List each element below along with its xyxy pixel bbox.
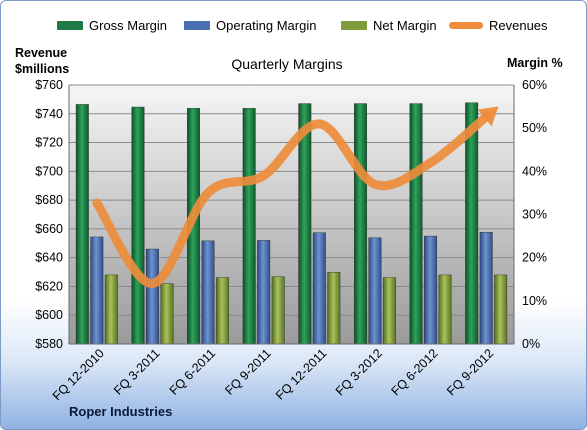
net-margin-bar (438, 274, 452, 345)
y-left-tick-label: $740 (35, 107, 63, 121)
operating-margin-bar (479, 231, 493, 345)
revenue-line-group (92, 106, 499, 289)
legend: Gross Margin Operating Margin Net Margin… (57, 18, 577, 38)
x-tick-label: FQ 12-2010 (50, 346, 107, 403)
gross-margin-bar (409, 103, 423, 345)
y-left-tick-label: $660 (35, 222, 63, 236)
net-margin-bar (271, 276, 285, 345)
y-axis-left-title-line1: Revenue (15, 46, 67, 60)
company-label: Roper Industries (69, 404, 172, 419)
y-left-tick-label: $720 (35, 136, 63, 150)
y-left-tick-label: $600 (35, 308, 63, 322)
revenue-arrowhead (477, 106, 499, 127)
operating-margin-bar (257, 240, 271, 345)
y-left-tick-label: $580 (35, 337, 63, 351)
net-margin-bar (216, 277, 230, 345)
gross-margin-bar (75, 104, 89, 345)
y-left-tick-label: $760 (35, 78, 63, 92)
operating-margin-bar (145, 248, 159, 345)
operating-margin-bar (201, 240, 215, 345)
legend-label-net-margin: Net Margin (373, 18, 437, 33)
gross-margin-bar (353, 103, 367, 345)
y-right-tick-label: 60% (522, 78, 547, 92)
x-tick-label: FQ 9-2011 (222, 346, 274, 398)
operating-margin-bar (312, 232, 326, 345)
y-right-tick-label: 40% (522, 164, 547, 178)
y-axis-right-title: Margin % (507, 56, 563, 70)
y-right-tick-label: 10% (522, 294, 547, 308)
bars (75, 102, 508, 345)
legend-label-gross-margin: Gross Margin (89, 18, 168, 33)
x-tick-label: FQ 3-2011 (111, 346, 163, 398)
y-left-tick-label: $640 (35, 251, 63, 265)
y-left-tick-label: $680 (35, 193, 63, 207)
net-margin-bar (327, 272, 341, 345)
legend-item-net-margin: Net Margin (341, 18, 437, 33)
legend-swatch-operating-margin (184, 21, 210, 30)
x-tick-label: FQ 12-2011 (273, 346, 329, 402)
legend-swatch-net-margin (341, 21, 367, 30)
net-margin-bar (382, 277, 396, 345)
x-tick-label: FQ 9-2012 (444, 346, 496, 398)
y-right-tick-label: 50% (522, 121, 547, 135)
net-margin-bar (104, 274, 118, 345)
x-tick-label: FQ 3-2012 (333, 346, 385, 398)
net-margin-bar (494, 274, 508, 345)
x-tick-label: FQ 6-2012 (389, 346, 441, 398)
y-left-tick-label: $620 (35, 279, 63, 293)
y-right-tick-label: 20% (522, 251, 547, 265)
gross-margin-bar (242, 108, 256, 345)
legend-item-operating-margin: Operating Margin (184, 18, 316, 33)
legend-label-revenues: Revenues (489, 18, 548, 33)
legend-label-operating-margin: Operating Margin (216, 18, 317, 33)
x-tick-label: FQ 6-2011 (167, 346, 219, 398)
y-left-tick-label: $700 (35, 164, 63, 178)
y-right-tick-label: 30% (522, 208, 547, 222)
operating-margin-bar (368, 237, 382, 345)
legend-item-gross-margin: Gross Margin (57, 18, 167, 33)
y-right-tick-label: 0% (522, 337, 540, 351)
net-margin-bar (160, 283, 174, 345)
legend-swatch-revenues (449, 22, 483, 29)
chart-title: Quarterly Margins (231, 56, 342, 72)
legend-swatch-gross-margin (57, 21, 83, 30)
gross-margin-bar (131, 106, 145, 345)
operating-margin-bar (424, 235, 438, 345)
legend-item-revenues: Revenues (449, 18, 548, 33)
y-axis-left-title-line2: $millions (15, 62, 69, 76)
operating-margin-bar (90, 236, 104, 345)
